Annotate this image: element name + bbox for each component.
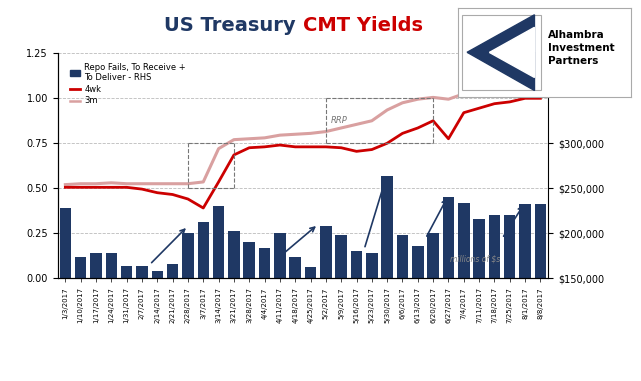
Bar xyxy=(335,235,347,278)
Bar xyxy=(213,206,224,278)
Bar xyxy=(228,231,240,278)
Polygon shape xyxy=(467,53,535,90)
Polygon shape xyxy=(490,27,535,53)
Bar xyxy=(504,215,515,278)
Bar xyxy=(366,253,378,278)
Bar xyxy=(351,251,362,278)
Text: Alhambra
Investment
Partners: Alhambra Investment Partners xyxy=(548,30,615,66)
Bar xyxy=(90,253,102,278)
Legend: Repo Fails, To Receive +
To Deliver - RHS, 4wk, 3m: Repo Fails, To Receive + To Deliver - RH… xyxy=(67,60,189,109)
Bar xyxy=(304,267,316,278)
Bar xyxy=(397,235,408,278)
Text: CMT Yields: CMT Yields xyxy=(303,16,423,35)
Bar xyxy=(244,242,255,278)
Bar xyxy=(121,266,133,278)
Bar xyxy=(274,233,286,278)
Bar xyxy=(106,253,117,278)
Bar xyxy=(458,203,469,278)
Polygon shape xyxy=(467,15,535,53)
Bar xyxy=(428,233,439,278)
Bar xyxy=(519,204,531,278)
Polygon shape xyxy=(490,53,535,77)
Bar xyxy=(75,256,87,278)
Bar xyxy=(197,223,209,278)
Bar xyxy=(381,176,393,278)
Bar xyxy=(60,208,71,278)
Bar xyxy=(259,248,271,278)
Text: US Treasury: US Treasury xyxy=(165,16,303,35)
Bar xyxy=(137,266,147,278)
Bar xyxy=(167,264,178,278)
Bar xyxy=(488,215,500,278)
Bar xyxy=(535,204,546,278)
Bar xyxy=(412,246,424,278)
Text: RRP: RRP xyxy=(331,115,347,125)
Text: millions of $s: millions of $s xyxy=(450,254,500,263)
Bar xyxy=(151,271,163,278)
Bar xyxy=(320,226,331,278)
Bar xyxy=(473,219,485,278)
Bar xyxy=(290,256,301,278)
Bar xyxy=(443,197,454,278)
Bar xyxy=(182,233,194,278)
FancyBboxPatch shape xyxy=(462,15,542,90)
